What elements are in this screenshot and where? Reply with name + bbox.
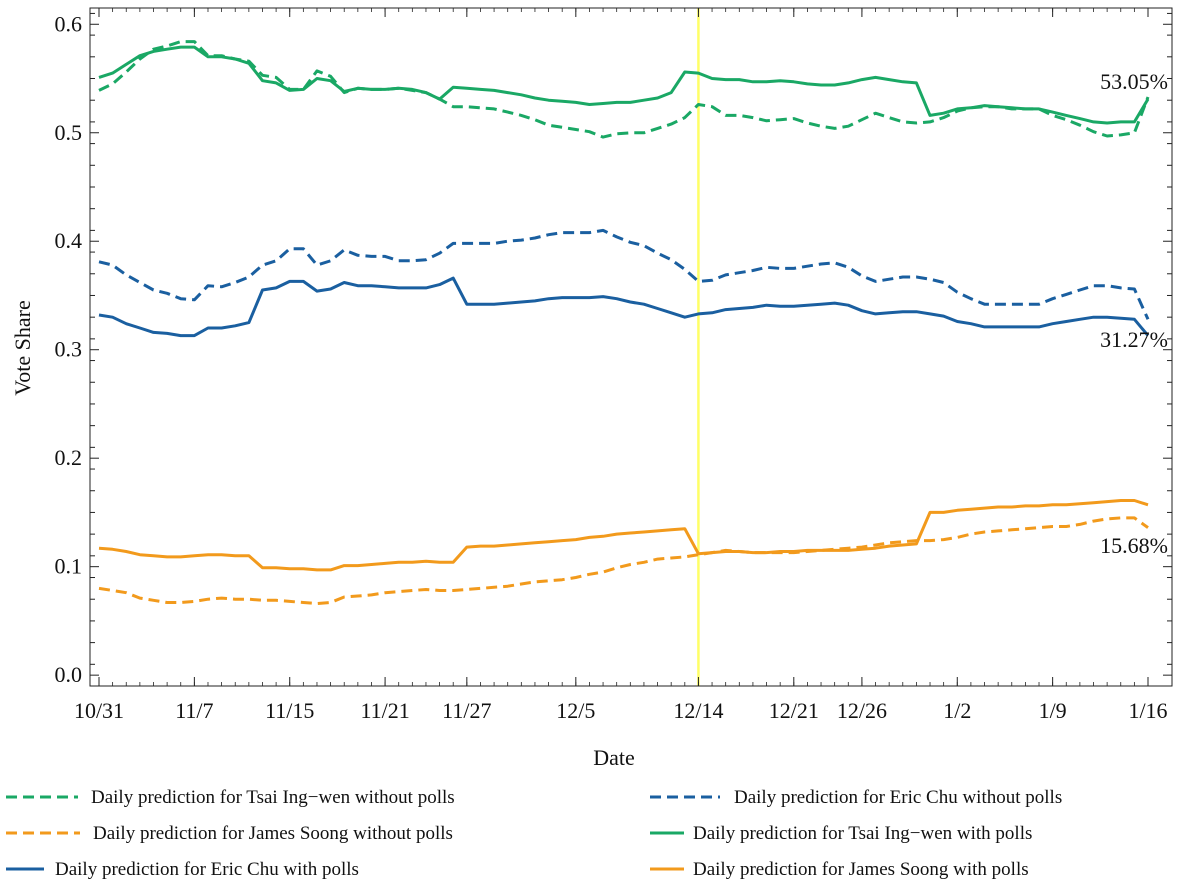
end-label-chu: 31.27% [1100, 327, 1168, 352]
series-line-3 [98, 45, 1150, 125]
legend-label-tsai-without-polls: Daily prediction for Tsai Ing−wen withou… [91, 787, 455, 808]
x-tick-label: 11/15 [265, 698, 314, 723]
y-tick-label: 0.0 [55, 662, 83, 687]
legend-label-soong-without-polls: Daily prediction for James Soong without… [93, 823, 453, 844]
x-tick-label: 11/21 [360, 698, 409, 723]
series-line-5 [98, 499, 1149, 572]
x-tick-label: 12/26 [837, 698, 887, 723]
legend-label-soong-with-polls: Daily prediction for James Soong with po… [693, 859, 1029, 880]
y-tick-label: 0.2 [55, 445, 83, 470]
series-line-4 [98, 276, 1150, 338]
legend-item-tsai-without-polls: Daily prediction for Tsai Ing−wen withou… [6, 787, 455, 808]
series-line-1 [98, 228, 1150, 320]
axis-layer: 0.0 0.1 0.2 0.3 0.4 0.5 0.6 10/31 11/7 11/15 11/21… [55, 7, 1173, 723]
x-tick-label: 12/21 [769, 698, 819, 723]
x-tick-label: 1/16 [1128, 698, 1167, 723]
series-line-2 [98, 516, 1149, 606]
x-tick-label: 1/9 [1039, 698, 1067, 723]
x-tick-label: 12/14 [673, 698, 723, 723]
x-tick-label: 12/5 [556, 698, 595, 723]
y-tick-label: 0.4 [55, 228, 83, 253]
legend-label-chu-without-polls: Daily prediction for Eric Chu without po… [734, 787, 1062, 808]
legend-label-chu-with-polls: Daily prediction for Eric Chu with polls [55, 859, 359, 880]
y-tick-label: 0.6 [55, 11, 83, 36]
legend-item-chu-with-polls: Daily prediction for Eric Chu with polls [6, 859, 359, 880]
end-label-tsai: 53.05% [1100, 69, 1168, 94]
x-tick-label: 1/2 [943, 698, 971, 723]
y-tick-label: 0.1 [55, 554, 83, 579]
plot-frame [89, 7, 1173, 687]
x-tick-label: 11/27 [442, 698, 491, 723]
legend: Daily prediction for Tsai Ing−wen withou… [6, 787, 1062, 880]
legend-item-soong-with-polls: Daily prediction for James Soong with po… [650, 859, 1029, 880]
series-layer [98, 40, 1150, 606]
legend-item-tsai-with-polls: Daily prediction for Tsai Ing−wen with p… [650, 823, 1032, 844]
legend-label-tsai-with-polls: Daily prediction for Tsai Ing−wen with p… [693, 823, 1032, 844]
x-axis-title: Date [593, 745, 635, 770]
legend-item-soong-without-polls: Daily prediction for James Soong without… [6, 823, 453, 844]
end-label-soong: 15.68% [1100, 533, 1168, 558]
x-tick-label: 10/31 [74, 698, 124, 723]
y-tick-label: 0.5 [55, 120, 83, 145]
y-tick-label: 0.3 [55, 337, 83, 362]
legend-item-chu-without-polls: Daily prediction for Eric Chu without po… [650, 787, 1062, 808]
y-axis-title: Vote Share [10, 300, 35, 396]
x-tick-label: 11/7 [175, 698, 213, 723]
